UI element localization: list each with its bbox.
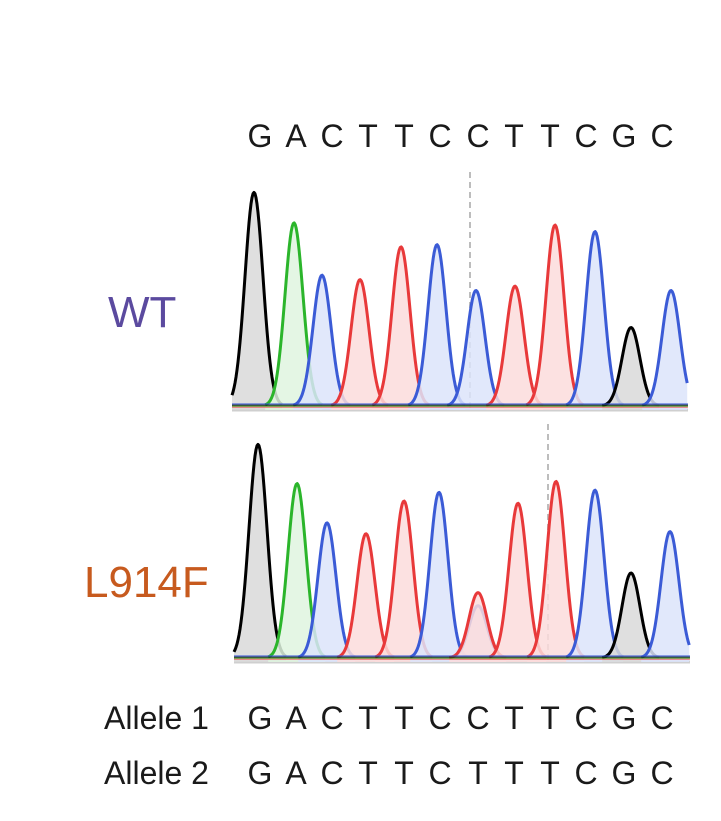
allele-1-base-8: T (504, 700, 524, 736)
allele-2-name: Allele 2 (104, 755, 209, 791)
allele-1-name: Allele 1 (104, 700, 209, 736)
allele-2-base-9: T (540, 755, 560, 791)
allele-2-base-1: G (247, 755, 273, 791)
allele-2-base-6: C (428, 755, 452, 791)
trace-2-peak-6 (409, 490, 468, 659)
reference-base-9: T (540, 118, 560, 154)
reference-base-2: A (285, 118, 307, 154)
allele-2-base-10: C (574, 755, 598, 791)
reference-base-3: C (320, 118, 344, 154)
reference-base-1: G (247, 118, 273, 154)
reference-base-5: T (394, 118, 414, 154)
allele-2-base-2: A (285, 755, 307, 791)
reference-base-12: C (650, 118, 674, 154)
trace-2-peak-1-fill (234, 444, 286, 662)
mutant-label: L914F (84, 558, 209, 607)
trace-1-peak-12-fill (642, 290, 688, 410)
reference-base-4: T (358, 118, 378, 154)
allele-2-base-7: T (468, 755, 488, 791)
allele-2-base-5: T (394, 755, 414, 791)
trace-2-peak-10 (565, 488, 624, 659)
allele-1-base-7: C (466, 700, 490, 736)
reference-base-10: C (574, 118, 598, 154)
allele-2-base-11: G (611, 755, 637, 791)
allele-2-base-8: T (504, 755, 524, 791)
reference-base-7: C (466, 118, 490, 154)
allele-1-base-11: G (611, 700, 637, 736)
allele-1-base-12: C (650, 700, 674, 736)
trace-1-peak-6 (407, 243, 466, 407)
trace-1-peak-12 (641, 289, 689, 407)
allele-1-base-10: C (574, 700, 598, 736)
wt-label: WT (108, 288, 177, 337)
allele-2-base-4: T (358, 755, 378, 791)
allele-1-base-5: T (394, 700, 414, 736)
trace-2-peak-3 (297, 521, 356, 659)
allele-1-base-9: T (540, 700, 560, 736)
trace-1-peak-1-fill (232, 192, 282, 410)
allele-2-base-12: C (650, 755, 674, 791)
reference-base-6: C (428, 118, 452, 154)
trace-2-peak-9 (526, 480, 585, 659)
trace-2-peak-12-fill (641, 531, 690, 662)
allele-1-base-6: C (428, 700, 452, 736)
trace-2-peak-12 (640, 530, 691, 659)
reference-base-8: T (504, 118, 524, 154)
allele-1-base-4: T (358, 700, 378, 736)
allele-1-base-2: A (285, 700, 307, 736)
allele-2-base-3: C (320, 755, 344, 791)
trace-1-peak-4 (330, 278, 389, 407)
reference-base-11: G (611, 118, 637, 154)
trace-1-peak-9 (525, 223, 584, 407)
allele-1-base-3: C (320, 700, 344, 736)
allele-1-base-1: G (247, 700, 273, 736)
trace-1-peak-10 (565, 230, 624, 407)
